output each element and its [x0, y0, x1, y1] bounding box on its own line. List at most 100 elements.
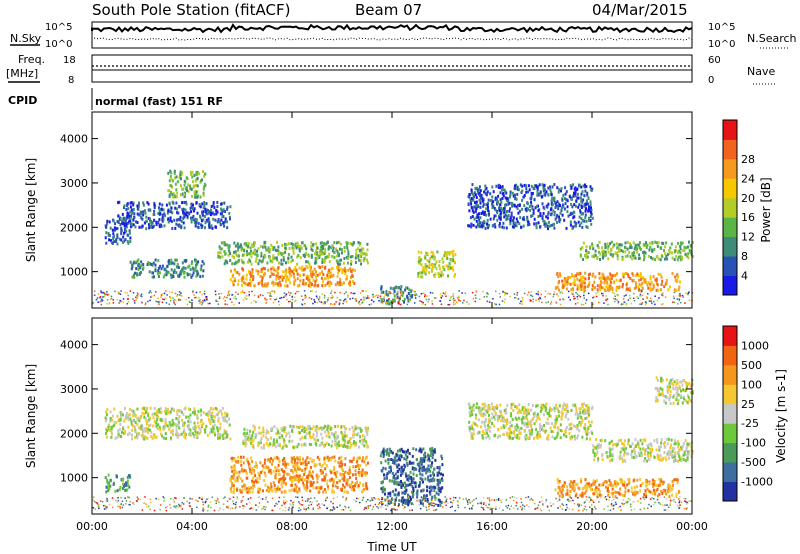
echo-cell [304, 470, 306, 474]
echo-cell [406, 450, 409, 454]
ground-scatter-cell [226, 294, 229, 297]
echo-cell [531, 192, 534, 195]
echo-cell [153, 412, 156, 416]
ground-scatter-cell [173, 302, 175, 304]
echo-cell [252, 275, 255, 279]
echo-cell [124, 488, 127, 492]
echo-cell [651, 287, 654, 291]
echo-cell [310, 247, 313, 251]
echo-cell [585, 225, 588, 229]
echo-cell [385, 473, 388, 477]
echo-cell [169, 210, 172, 214]
echo-cell [277, 485, 280, 489]
echo-cell [577, 205, 580, 209]
echo-cell [180, 184, 182, 188]
echo-cell [233, 464, 236, 468]
echo-cell [433, 275, 436, 278]
echo-cell [588, 209, 591, 213]
echo-cell [326, 273, 329, 277]
echo-cell [345, 490, 348, 494]
echo-cell [592, 247, 595, 251]
echo-cell [357, 254, 360, 258]
echo-cell [280, 427, 283, 431]
echo-cell [209, 212, 212, 216]
echo-cell [407, 503, 410, 507]
echo-cell [204, 221, 207, 225]
echo-cell [366, 445, 369, 449]
echo-cell [199, 430, 202, 434]
echo-cell [512, 219, 515, 223]
echo-cell [640, 284, 643, 288]
echo-cell [387, 302, 390, 306]
echo-cell [170, 171, 173, 175]
ground-scatter-cell [200, 301, 202, 303]
echo-cell [246, 457, 249, 461]
echo-cell [284, 284, 287, 288]
echo-cell [507, 202, 510, 206]
echo-cell [165, 203, 168, 207]
echo-cell [320, 432, 323, 436]
echo-cell [599, 252, 602, 256]
echo-cell [536, 190, 539, 194]
ground-scatter-cell [93, 290, 96, 292]
echo-cell [256, 465, 258, 469]
echo-cell [509, 193, 512, 197]
echo-cell [635, 247, 638, 251]
echo-cell [321, 428, 324, 431]
echo-cell [316, 476, 319, 480]
ground-scatter-cell [228, 294, 231, 296]
echo-cell [342, 483, 344, 487]
ground-scatter-cell [607, 303, 609, 306]
echo-cell [526, 219, 529, 223]
echo-cell [173, 268, 176, 272]
ground-scatter-cell [530, 291, 533, 293]
ground-scatter-cell [647, 293, 649, 295]
ground-scatter-cell [243, 292, 246, 294]
echo-cell [283, 430, 286, 434]
ground-scatter-cell [454, 299, 456, 302]
echo-cell [415, 474, 418, 477]
echo-cell [287, 257, 290, 261]
ground-scatter-cell [679, 301, 682, 304]
echo-cell [342, 473, 345, 477]
echo-cell [196, 415, 199, 419]
echo-cell [171, 418, 174, 422]
ground-scatter-cell [458, 297, 460, 299]
echo-cell [282, 425, 285, 429]
echo-cell [229, 278, 232, 282]
echo-cell [188, 273, 191, 276]
echo-cell [471, 192, 474, 196]
echo-cell [354, 260, 357, 264]
echo-cell [104, 476, 107, 480]
echo-cell [343, 430, 346, 434]
echo-cell [589, 185, 592, 189]
echo-cell [557, 207, 560, 211]
ground-scatter-cell [114, 290, 116, 293]
echo-cell [346, 275, 348, 279]
echo-cell [231, 482, 234, 485]
echo-cell [666, 253, 669, 257]
echo-cell [216, 433, 219, 437]
echo-cell [420, 263, 423, 267]
echo-cell [391, 451, 394, 455]
ground-scatter-cell [332, 296, 334, 298]
echo-cell [359, 427, 362, 431]
echo-cell [430, 489, 433, 492]
echo-cell [191, 194, 193, 198]
echo-cell [296, 456, 299, 460]
echo-cell [178, 409, 181, 413]
ground-scatter-cell [623, 295, 626, 297]
echo-cell [600, 286, 603, 290]
echo-cell [232, 283, 235, 287]
echo-cell [242, 253, 245, 257]
echo-cell [262, 434, 265, 438]
ground-scatter-cell [354, 298, 356, 300]
echo-cell [346, 478, 349, 482]
ground-scatter-cell [180, 292, 182, 294]
ground-scatter-cell [398, 303, 400, 305]
echo-cell [109, 410, 112, 414]
echo-cell [603, 276, 606, 280]
echo-cell [178, 426, 181, 430]
echo-cell [175, 175, 178, 179]
echo-cell [611, 274, 614, 278]
